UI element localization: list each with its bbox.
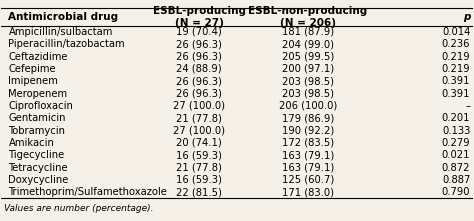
Text: 22 (81.5): 22 (81.5) <box>176 187 222 197</box>
Text: 0.887: 0.887 <box>442 175 470 185</box>
Text: 0.219: 0.219 <box>442 52 470 62</box>
Text: 16 (59.3): 16 (59.3) <box>176 150 222 160</box>
Text: 204 (99.0): 204 (99.0) <box>282 39 334 49</box>
Text: Tobramycin: Tobramycin <box>9 126 65 136</box>
Text: 0.391: 0.391 <box>442 89 470 99</box>
Text: 203 (98.5): 203 (98.5) <box>282 89 334 99</box>
Text: 0.014: 0.014 <box>442 27 470 37</box>
Text: Imipenem: Imipenem <box>9 76 58 86</box>
Text: 27 (100.0): 27 (100.0) <box>173 126 225 136</box>
Text: Piperacillin/tazobactam: Piperacillin/tazobactam <box>9 39 125 49</box>
Text: Ampicillin/sulbactam: Ampicillin/sulbactam <box>9 27 113 37</box>
Text: Gentamicin: Gentamicin <box>9 113 66 123</box>
Text: 26 (96.3): 26 (96.3) <box>176 76 222 86</box>
Text: 26 (96.3): 26 (96.3) <box>176 52 222 62</box>
Text: 19 (70.4): 19 (70.4) <box>176 27 222 37</box>
Text: 26 (96.3): 26 (96.3) <box>176 39 222 49</box>
Text: 27 (100.0): 27 (100.0) <box>173 101 225 111</box>
Text: Meropenem: Meropenem <box>9 89 68 99</box>
Text: 190 (92.2): 190 (92.2) <box>282 126 334 136</box>
Text: 0.133: 0.133 <box>442 126 470 136</box>
Text: 0.872: 0.872 <box>442 163 470 173</box>
Text: 0.391: 0.391 <box>442 76 470 86</box>
Text: Tigecycline: Tigecycline <box>9 150 65 160</box>
Text: 163 (79.1): 163 (79.1) <box>282 163 334 173</box>
Text: 0.236: 0.236 <box>442 39 470 49</box>
Text: 205 (99.5): 205 (99.5) <box>282 52 334 62</box>
Text: ESBL-producing
(N = 27): ESBL-producing (N = 27) <box>153 6 246 28</box>
Text: Values are number (percentage).: Values are number (percentage). <box>4 204 153 213</box>
Text: 21 (77.8): 21 (77.8) <box>176 163 222 173</box>
Text: 171 (83.0): 171 (83.0) <box>282 187 334 197</box>
Text: Doxycycline: Doxycycline <box>9 175 69 185</box>
Text: 26 (96.3): 26 (96.3) <box>176 89 222 99</box>
Text: 0.790: 0.790 <box>442 187 470 197</box>
Text: 206 (100.0): 206 (100.0) <box>279 101 337 111</box>
Text: 172 (83.5): 172 (83.5) <box>282 138 334 148</box>
Text: 20 (74.1): 20 (74.1) <box>176 138 222 148</box>
Text: 0.201: 0.201 <box>442 113 470 123</box>
Text: ESBL-non-producing
(N = 206): ESBL-non-producing (N = 206) <box>248 6 367 28</box>
Text: 125 (60.7): 125 (60.7) <box>282 175 334 185</box>
Text: Tetracycline: Tetracycline <box>9 163 68 173</box>
Text: 181 (87.9): 181 (87.9) <box>282 27 334 37</box>
Text: Amikacin: Amikacin <box>9 138 55 148</box>
Text: 0.279: 0.279 <box>442 138 470 148</box>
Text: Antimicrobial drug: Antimicrobial drug <box>9 12 118 22</box>
Text: –: – <box>465 101 470 111</box>
Text: Ceftazidime: Ceftazidime <box>9 52 68 62</box>
Text: Trimethoprim/Sulfamethoxazole: Trimethoprim/Sulfamethoxazole <box>9 187 167 197</box>
Text: 21 (77.8): 21 (77.8) <box>176 113 222 123</box>
Text: Ciprofloxacin: Ciprofloxacin <box>9 101 73 111</box>
Text: 163 (79.1): 163 (79.1) <box>282 150 334 160</box>
Text: 16 (59.3): 16 (59.3) <box>176 175 222 185</box>
Text: 0.219: 0.219 <box>442 64 470 74</box>
Text: 203 (98.5): 203 (98.5) <box>282 76 334 86</box>
Text: Cefepime: Cefepime <box>9 64 56 74</box>
Text: p: p <box>463 12 470 22</box>
Text: 179 (86.9): 179 (86.9) <box>282 113 334 123</box>
Text: 24 (88.9): 24 (88.9) <box>176 64 222 74</box>
Text: 0.021: 0.021 <box>442 150 470 160</box>
Text: 200 (97.1): 200 (97.1) <box>282 64 334 74</box>
